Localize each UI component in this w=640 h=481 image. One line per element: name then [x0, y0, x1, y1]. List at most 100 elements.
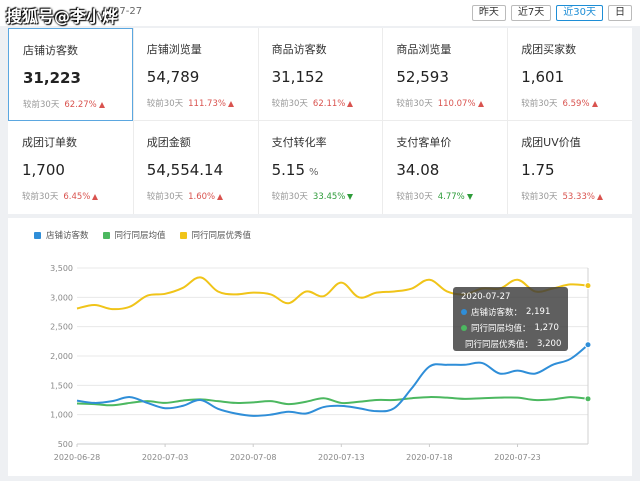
metric-label: 成团金额 — [146, 136, 191, 149]
metric-value: 31,152 — [271, 68, 325, 86]
metric-compare: 较前30天 1.60% — [147, 190, 258, 202]
metric-card[interactable]: 成团买家数 1,601 较前30天 6.59% — [507, 28, 632, 121]
y-tick-label: 1,000 — [50, 411, 73, 420]
metric-label: 商品访客数 — [271, 43, 327, 56]
chart-panel: 店铺访客数 同行同层均值 同行同层优秀值 — [8, 218, 632, 476]
metric-value: 31,223 — [23, 69, 81, 87]
tooltip-dot — [461, 325, 467, 331]
compare-percent: 4.77% — [437, 192, 465, 202]
date-range-text: 07-27 — [113, 6, 143, 17]
series-line — [76, 396, 589, 407]
metric-compare: 较前30天 6.59% — [521, 97, 632, 109]
tooltip-row: 同行同层优秀值： 3,200 — [461, 338, 561, 350]
range-yesterday-button[interactable]: 昨天 — [471, 5, 506, 21]
metric-unit: % — [309, 167, 319, 178]
metric-value: 34.08 — [396, 161, 440, 179]
metric-value: 5.15 — [271, 161, 305, 179]
compare-percent: 53.33% — [562, 192, 595, 202]
legend-item-peer-excellent[interactable]: 同行同层优秀值 — [179, 229, 251, 241]
tooltip-value: 2,191 — [526, 307, 551, 317]
top-bar: 07-27 昨天 近7天 近30天 日 — [0, 0, 640, 26]
y-tick-label: 3,500 — [50, 264, 73, 273]
compare-percent: 6.59% — [562, 99, 590, 109]
series-line — [76, 344, 589, 417]
arrow-up-icon — [477, 100, 484, 107]
y-tick-label: 500 — [58, 440, 73, 449]
range-day-button[interactable]: 日 — [608, 5, 632, 21]
metrics-col-divider — [132, 28, 134, 214]
tooltip-row: 同行同层均值： 1,270 — [461, 322, 560, 334]
metric-label: 商品浏览量 — [396, 43, 452, 56]
compare-label: 较前30天 — [396, 99, 433, 109]
compare-percent: 62.27% — [64, 100, 97, 110]
metric-compare: 较前30天 33.45% — [272, 190, 383, 202]
metric-compare: 较前30天 6.45% — [22, 190, 133, 202]
metric-value: 1,700 — [22, 161, 65, 179]
metric-label: 成团订单数 — [22, 136, 77, 149]
metric-compare: 较前30天 62.27% — [23, 98, 132, 110]
metric-label: 店铺浏览量 — [146, 43, 202, 56]
y-tick-label: 3,000 — [50, 293, 73, 302]
metric-label: 支付客单价 — [396, 136, 452, 149]
metric-value-row: 1,601 — [521, 68, 632, 86]
legend-swatch — [102, 231, 110, 239]
metric-label: 店铺访客数 — [23, 44, 78, 57]
y-tick-label: 1,500 — [50, 381, 73, 390]
metric-card[interactable]: 店铺浏览量 54,789 较前30天 111.73% — [133, 28, 258, 121]
arrow-up-icon — [92, 193, 99, 200]
tooltip-label: 同行同层均值： — [471, 324, 531, 334]
series-point — [584, 395, 592, 403]
metric-card[interactable]: 店铺访客数 31,223 较前30天 62.27% — [8, 28, 133, 121]
compare-label: 较前30天 — [23, 100, 60, 110]
compare-label: 较前30天 — [271, 99, 308, 109]
compare-percent: 33.45% — [312, 192, 346, 202]
metrics-col-divider — [257, 28, 259, 214]
range-30days-button[interactable]: 近30天 — [556, 5, 603, 21]
arrow-up-icon — [347, 100, 354, 107]
arrow-down-icon — [466, 193, 473, 200]
legend-item-peer-average[interactable]: 同行同层均值 — [102, 229, 166, 241]
metric-value: 1.75 — [521, 161, 555, 179]
metric-value: 54,554.14 — [146, 161, 224, 179]
metric-value-row: 5.15% — [272, 161, 383, 179]
compare-percent: 6.45% — [63, 192, 91, 202]
metric-card[interactable]: 支付客单价 34.08 较前30天 4.77% — [382, 121, 507, 214]
arrow-up-icon — [217, 193, 224, 200]
metric-card[interactable]: 成团UV价值 1.75 较前30天 53.33% — [507, 121, 632, 214]
metrics-row-divider — [8, 120, 632, 121]
compare-label: 较前30天 — [521, 192, 558, 202]
metric-card[interactable]: 成团订单数 1,700 较前30天 6.45% — [8, 121, 133, 214]
metric-card[interactable]: 商品浏览量 52,593 较前30天 110.07% — [382, 28, 507, 121]
tooltip-label: 同行同层优秀值： — [465, 340, 534, 350]
metric-compare: 较前30天 111.73% — [147, 97, 258, 109]
metrics-panel: 店铺访客数 31,223 较前30天 62.27% 店铺浏览量 54,789 较前30天 11… — [8, 28, 632, 214]
metric-value-row: 52,593 — [396, 68, 507, 86]
watermark: 搜狐号@李小烨 — [6, 7, 119, 26]
metric-value-row: 54,789 — [147, 68, 258, 86]
x-tick-label: 2020-07-23 — [494, 453, 541, 462]
compare-percent: 1.60% — [188, 192, 216, 202]
arrow-up-icon — [227, 100, 234, 107]
compare-label: 较前30天 — [396, 192, 433, 202]
x-tick-label: 2020-07-13 — [318, 453, 365, 462]
compare-label: 较前30天 — [271, 192, 308, 202]
metric-value: 52,593 — [396, 68, 449, 86]
range-7days-button[interactable]: 近7天 — [510, 5, 552, 21]
metric-card[interactable]: 支付转化率 5.15% 较前30天 33.45% — [258, 121, 383, 214]
metric-value-row: 34.08 — [396, 161, 507, 179]
chart-tooltip: 2020-07-27 店铺访客数： 2,191 同行同层均值： 1,270 同行… — [453, 287, 568, 351]
tooltip-value: 1,270 — [534, 323, 559, 333]
metric-value-row: 1.75 — [521, 161, 632, 179]
arrow-up-icon — [98, 101, 105, 108]
legend-item-visitors[interactable]: 店铺访客数 — [34, 229, 89, 241]
x-tick-label: 2020-07-03 — [142, 453, 189, 462]
metric-card[interactable]: 商品访客数 31,152 较前30天 62.11% — [258, 28, 383, 121]
compare-percent: 110.07% — [437, 99, 476, 109]
metric-card[interactable]: 成团金额 54,554.14 较前30天 1.60% — [133, 121, 258, 214]
legend-label: 店铺访客数 — [46, 231, 89, 241]
compare-label: 较前30天 — [22, 192, 59, 202]
compare-percent: 111.73% — [188, 99, 226, 109]
x-tick-label: 2020-06-28 — [54, 453, 101, 462]
x-tick-label: 2020-07-18 — [406, 453, 453, 462]
